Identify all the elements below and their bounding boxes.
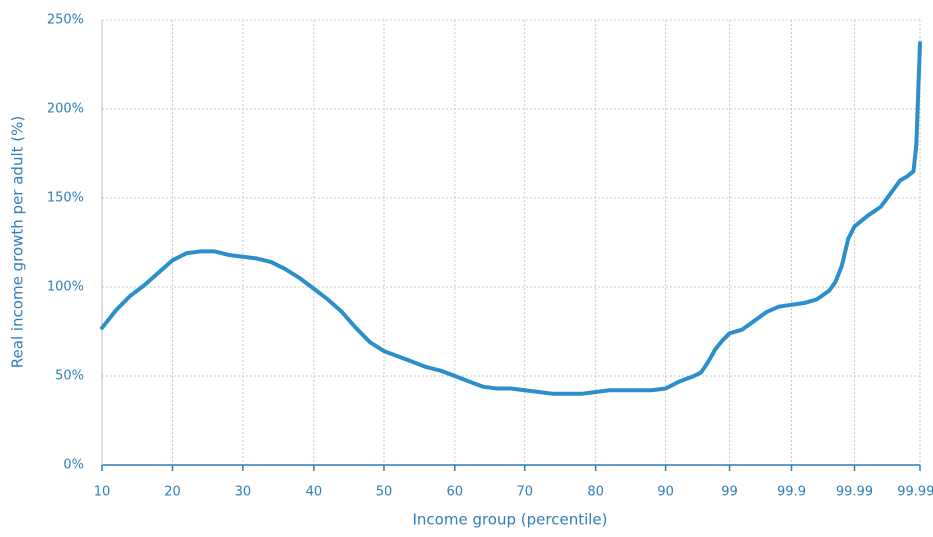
x-tick-label: 30: [235, 485, 252, 500]
y-tick-label: 150%: [47, 191, 84, 206]
data-line: [100, 41, 922, 396]
y-tick-label: 50%: [55, 369, 84, 384]
x-tick-label: 80: [587, 485, 604, 500]
x-tick-label: 50: [376, 485, 393, 500]
x-tick-label: 99.99: [836, 485, 873, 500]
y-tick-label: 200%: [47, 102, 84, 117]
x-axis-label: Income group (percentile): [412, 511, 607, 529]
x-tick-label: 99.999: [897, 485, 933, 500]
x-tick-label: 60: [447, 485, 464, 500]
x-tick-label: 99: [721, 485, 738, 500]
y-axis-label: Real income growth per adult (%): [9, 116, 27, 368]
y-tick-label: 250%: [47, 13, 84, 28]
x-tick-label: 20: [164, 485, 181, 500]
x-tick-label: 70: [516, 485, 533, 500]
x-tick-label: 40: [306, 485, 323, 500]
x-tick-label: 99.9: [777, 485, 806, 500]
y-tick-label: 0%: [63, 458, 84, 473]
x-tick-label: 10: [94, 485, 111, 500]
x-tick-label: 90: [657, 485, 674, 500]
y-tick-label: 100%: [47, 280, 84, 295]
